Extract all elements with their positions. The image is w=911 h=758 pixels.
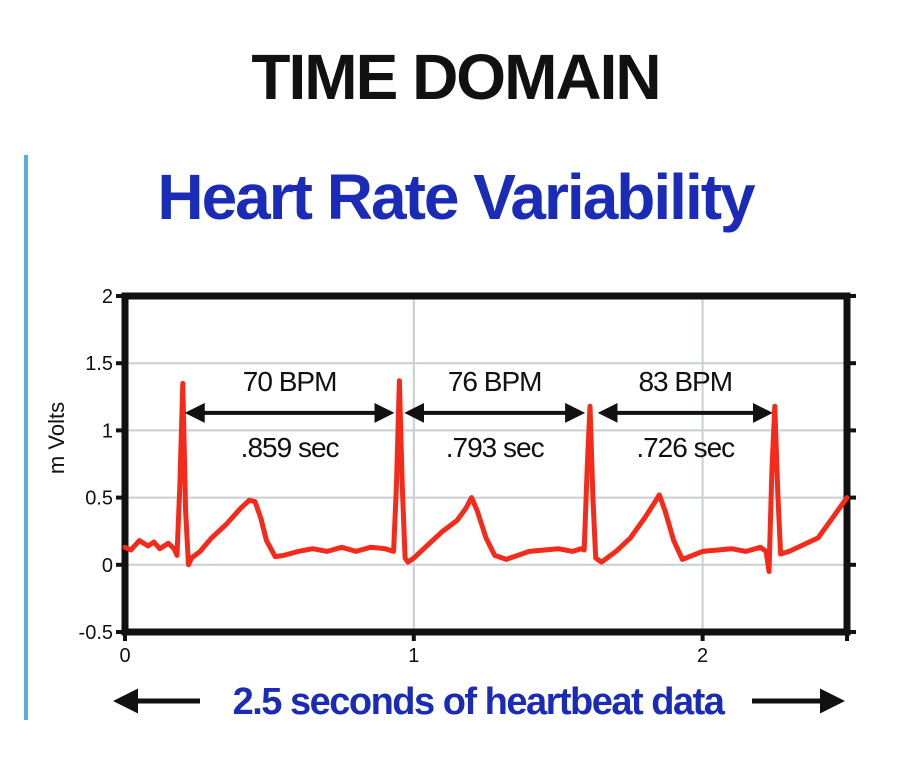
interval-label: .793 sec (446, 432, 545, 463)
ecg-trace-line (122, 378, 850, 574)
bpm-label: 70 BPM (243, 366, 337, 397)
footer-caption: 2.5 seconds of heartbeat data (113, 681, 845, 723)
y-tick-label: 2 (102, 286, 113, 308)
y-tick-label: 1 (102, 420, 113, 442)
plot-frame (121, 292, 851, 636)
y-axis-label: m Volts (44, 402, 69, 474)
x-tick-label: 1 (408, 645, 419, 667)
footer-caption-text: 2.5 seconds of heartbeat data (233, 681, 726, 723)
bpm-label: 76 BPM (448, 366, 542, 397)
y-tick-label: 0 (102, 555, 113, 577)
interval-label: .859 sec (241, 432, 340, 463)
y-tick-label: -0.5 (79, 622, 113, 644)
rr-interval-annotations: 70 BPM .859 sec 76 BPM .793 sec 83 BPM .726 s… (184, 366, 773, 463)
bpm-label: 83 BPM (638, 366, 732, 397)
page-title: TIME DOMAIN (251, 41, 661, 113)
x-tick-label: 2 (697, 645, 708, 667)
x-tick-label: 0 (119, 645, 130, 667)
y-tick-label: 1.5 (85, 353, 113, 375)
grid (125, 296, 847, 632)
interval-label: .726 sec (636, 432, 735, 463)
chart-subtitle: Heart Rate Variability (157, 161, 755, 233)
accent-bar (24, 155, 28, 720)
y-tick-label: 0.5 (85, 488, 113, 510)
axis-ticks: -0.5 0 0.5 1 1.5 2 0 1 2 (79, 286, 856, 667)
